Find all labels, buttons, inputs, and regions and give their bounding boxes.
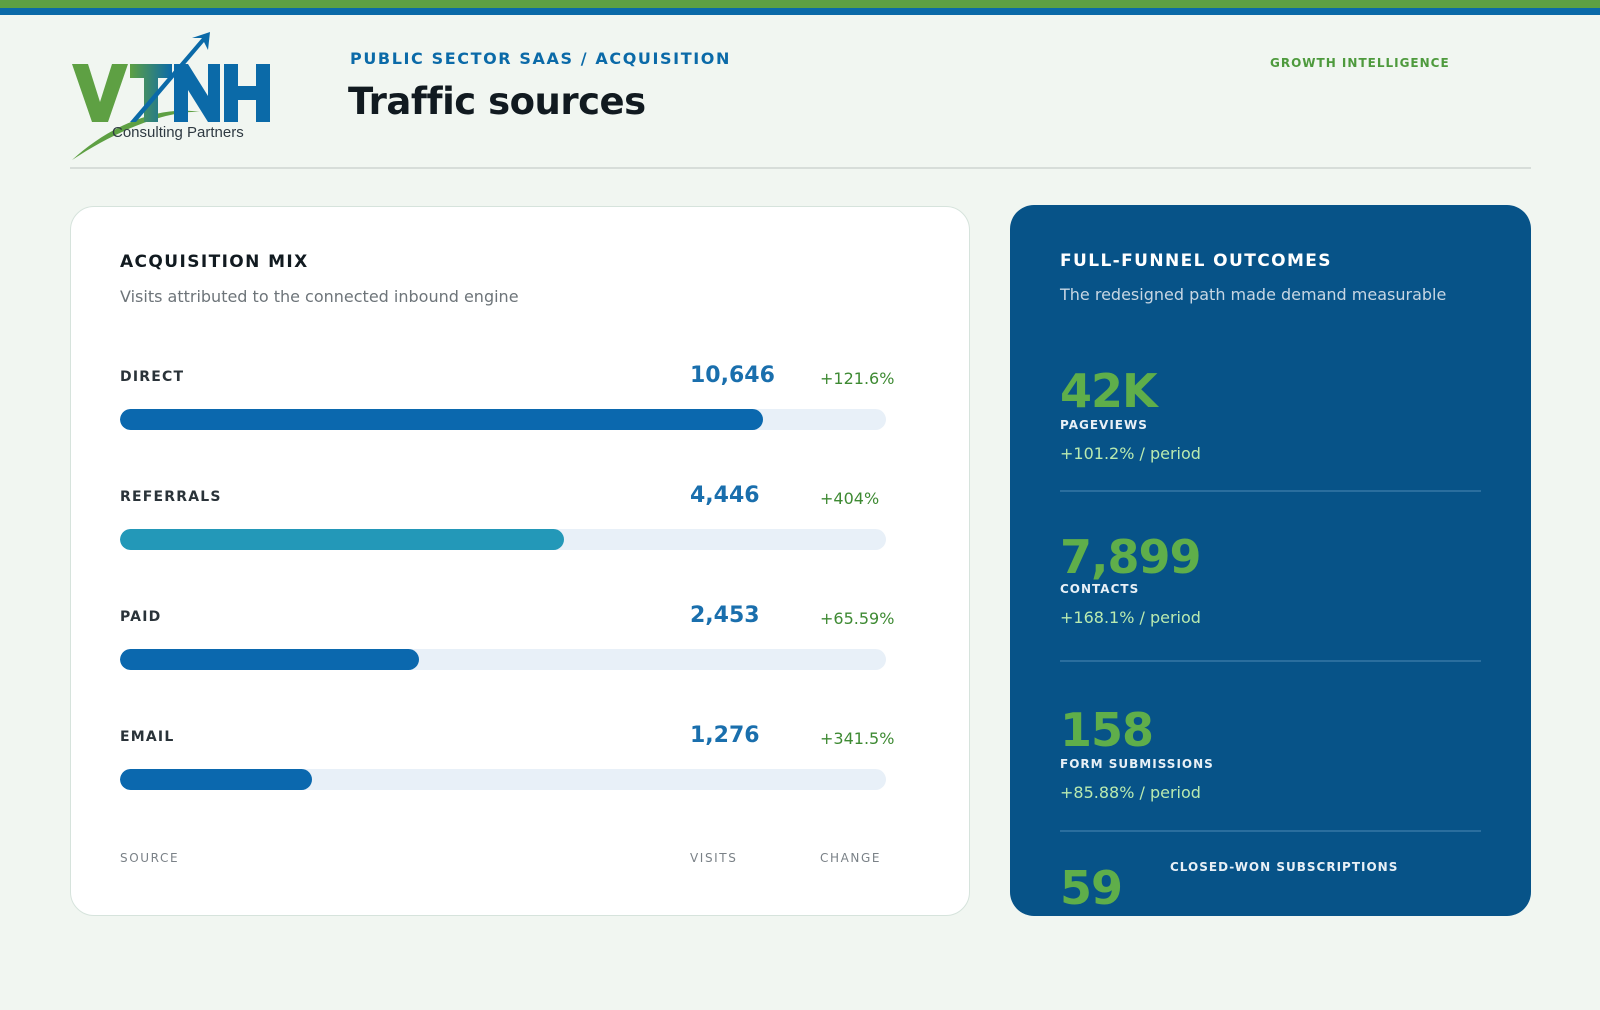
- change-value: +341.5%: [820, 729, 895, 748]
- brand-tag: GROWTH INTELLIGENCE: [1270, 56, 1450, 70]
- acquisition-mix-card: ACQUISITION MIX Visits attributed to the…: [70, 206, 970, 916]
- metric-divider: [1060, 660, 1481, 662]
- source-row-referrals: REFERRALS 4,446 +404%: [120, 483, 920, 559]
- metric-divider: [1060, 490, 1481, 492]
- card-subtitle: The redesigned path made demand measurab…: [1060, 285, 1447, 304]
- metric-value: 158: [1060, 703, 1154, 757]
- bar-fill: [120, 769, 312, 790]
- metric-label: FORM SUBMISSIONS: [1060, 757, 1214, 771]
- source-label: REFERRALS: [120, 489, 222, 505]
- metric-change: +85.88% / period: [1060, 783, 1201, 802]
- logo-subtitle: Consulting Partners: [112, 124, 244, 141]
- change-value: +121.6%: [820, 369, 895, 388]
- metric-divider: [1060, 830, 1481, 832]
- metric-label: PAGEVIEWS: [1060, 418, 1148, 432]
- source-label: PAID: [120, 609, 162, 625]
- page-title: Traffic sources: [348, 80, 646, 123]
- change-value: +404%: [820, 489, 880, 508]
- visits-value: 1,276: [690, 723, 760, 748]
- full-funnel-card: FULL-FUNNEL OUTCOMES The redesigned path…: [1010, 205, 1531, 916]
- logo-mark: [72, 32, 270, 160]
- bar-track: [120, 529, 886, 550]
- bar-track: [120, 649, 886, 670]
- header-divider: [70, 167, 1531, 169]
- source-row-paid: PAID 2,453 +65.59%: [120, 603, 920, 679]
- column-header-source: SOURCE: [120, 851, 180, 865]
- company-logo: Consulting Partners: [70, 30, 270, 165]
- visits-value: 10,646: [690, 363, 775, 388]
- page-kicker: PUBLIC SECTOR SAAS / ACQUISITION: [350, 49, 731, 68]
- visits-value: 2,453: [690, 603, 760, 628]
- card-title: ACQUISITION MIX: [120, 252, 309, 272]
- column-header-visits: VISITS: [690, 851, 738, 865]
- metric-change: +168.1% / period: [1060, 608, 1201, 627]
- change-value: +65.59%: [820, 609, 895, 628]
- metric-change: +101.2% / period: [1060, 444, 1201, 463]
- metric-value: 59: [1060, 861, 1123, 915]
- source-label: EMAIL: [120, 729, 175, 745]
- source-row-direct: DIRECT 10,646 +121.6%: [120, 363, 920, 439]
- card-title: FULL-FUNNEL OUTCOMES: [1060, 251, 1332, 271]
- source-row-email: EMAIL 1,276 +341.5%: [120, 723, 920, 799]
- source-label: DIRECT: [120, 369, 185, 385]
- metric-label: CLOSED-WON SUBSCRIPTIONS: [1170, 860, 1399, 874]
- metric-label: CONTACTS: [1060, 582, 1140, 596]
- column-header-change: CHANGE: [820, 851, 882, 865]
- top-accent-bar-blue: [0, 8, 1600, 15]
- bar-track: [120, 409, 886, 430]
- metric-value: 7,899: [1060, 530, 1202, 584]
- top-accent-bar-green: [0, 0, 1600, 8]
- bar-fill: [120, 649, 419, 670]
- bar-track: [120, 769, 886, 790]
- bar-fill: [120, 529, 565, 550]
- bar-fill: [120, 409, 764, 430]
- card-subtitle: Visits attributed to the connected inbou…: [120, 287, 519, 306]
- visits-value: 4,446: [690, 483, 760, 508]
- metric-value: 42K: [1060, 364, 1158, 418]
